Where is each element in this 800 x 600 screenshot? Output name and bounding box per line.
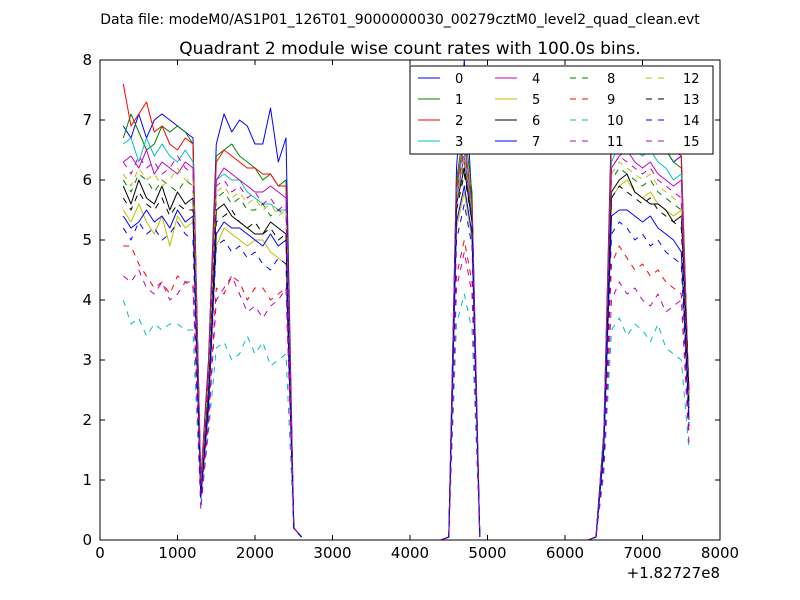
legend-item: 8 [570,72,615,87]
legend-item: 4 [495,72,540,87]
series-line-14 [440,203,481,540]
series-10 [122,293,690,540]
x-tick-label: 3000 [313,544,351,562]
series-9 [123,239,690,540]
legend-item: 3 [418,135,463,150]
legend-label: 6 [532,114,540,129]
chart-title: Quadrant 2 module wise count rates with … [179,39,640,59]
x-tick-label: 4000 [391,544,429,562]
y-tick-label: 6 [82,171,92,189]
series-line-9 [123,245,302,538]
y-tick-label: 7 [82,111,92,129]
series-line-11 [122,269,302,538]
series-line-10 [588,317,690,540]
y-tick-label: 2 [82,411,92,429]
legend-label: 0 [455,72,463,87]
x-tick-label: 0 [95,544,105,562]
x-tick-label: 2000 [236,544,274,562]
legend-label: 7 [532,135,540,150]
series-line-15 [440,149,481,540]
series-12 [122,155,690,540]
legend-label: 10 [607,114,624,129]
y-tick-label: 8 [82,51,92,69]
legend-item: 6 [495,114,540,129]
legend-label: 5 [532,93,540,108]
legend-item: 15 [646,135,700,150]
legend-label: 1 [455,93,463,108]
legend-item: 13 [646,93,700,108]
legend-item: 2 [418,114,463,129]
series-line-15 [122,155,302,538]
series-line-6 [122,179,302,538]
x-offset-label: +1.82727e8 [627,564,720,582]
legend-item: 1 [418,93,463,108]
legend-label: 9 [607,93,615,108]
series-line-13 [588,185,690,540]
legend-label: 13 [683,93,700,108]
x-tick-label: 5000 [468,544,506,562]
x-tick-label: 7000 [623,544,661,562]
x-tick-label: 1000 [158,544,196,562]
x-tick-label: 8000 [701,544,739,562]
legend-label: 2 [455,114,463,129]
y-tick-label: 4 [82,291,92,309]
legend-item: 12 [646,72,700,87]
series-line-13 [122,191,302,538]
legend-item: 11 [570,135,624,150]
series-line-10 [122,299,302,538]
legend-label: 4 [532,72,540,87]
y-tick-label: 5 [82,231,92,249]
y-tick-label: 1 [82,471,92,489]
legend-label: 15 [683,135,700,150]
legend-label: 11 [607,135,624,150]
legend-item: 5 [495,93,540,108]
series-line-2 [122,83,302,538]
series-line-11 [440,251,481,540]
x-tick-label: 6000 [546,544,584,562]
series-line-12 [588,161,690,540]
legend-label: 14 [683,114,700,129]
legend-label: 3 [455,135,463,150]
legend-item: 7 [495,135,540,150]
series-14 [122,203,690,540]
chart-suptitle: Data file: modeM0/AS1P01_126T01_90000000… [100,12,700,28]
legend-item: 9 [570,93,615,108]
legend-label: 8 [607,72,615,87]
y-tick-label: 0 [82,531,92,549]
series-15 [122,149,690,540]
legend-item: 14 [646,114,700,129]
legend-label: 12 [683,72,700,87]
y-tick-label: 3 [82,351,92,369]
legend-frame [409,65,714,155]
series-11 [122,251,690,540]
x-axis: 0 1000 2000 3000 4000 5000 6000 7000 8000 [95,60,739,562]
legend-item: 0 [418,72,463,87]
series-line-9 [588,245,690,540]
legend-item: 10 [570,114,624,129]
